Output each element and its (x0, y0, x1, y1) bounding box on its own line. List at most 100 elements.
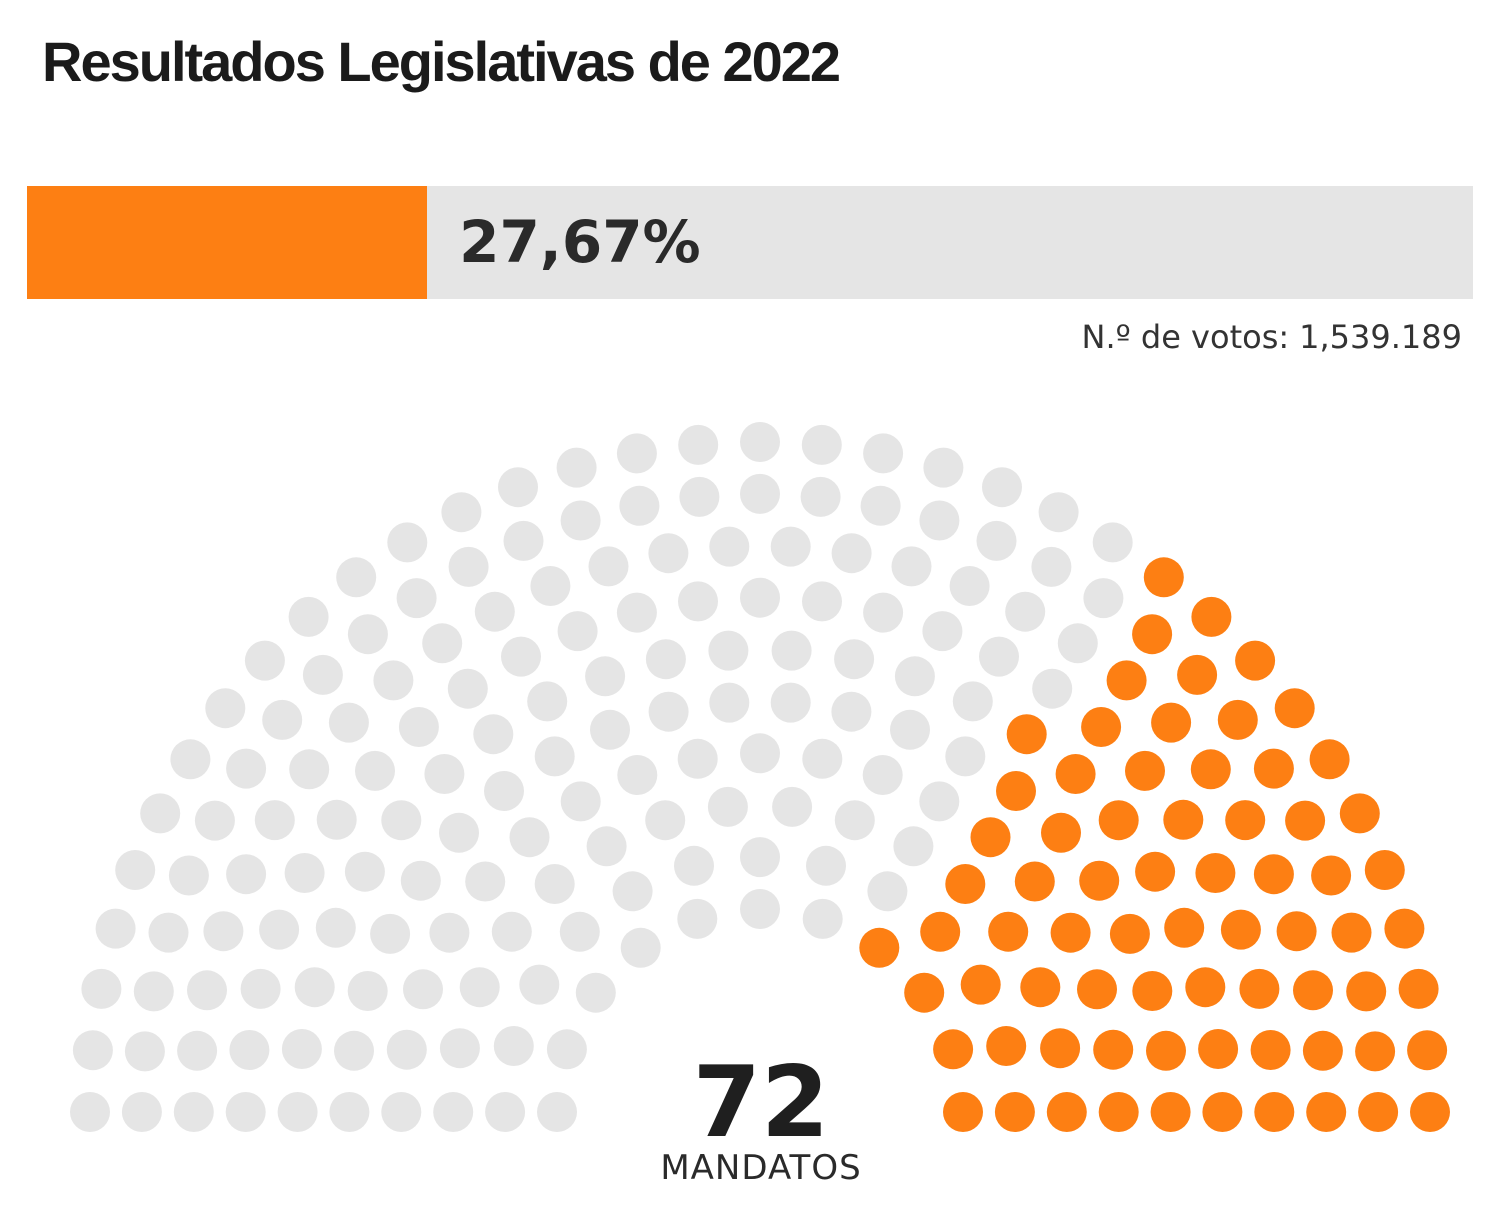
seat-empty (509, 817, 550, 858)
seat-won (994, 1092, 1035, 1132)
seat-empty (645, 800, 686, 841)
seat-empty (396, 578, 437, 619)
seat-empty (976, 520, 1017, 561)
vote-share-bar-fill (27, 186, 428, 299)
seat-empty (1005, 591, 1046, 632)
seat-empty (81, 968, 122, 1009)
seat-empty (863, 433, 904, 474)
seat-empty (867, 871, 908, 912)
seat-won (1163, 799, 1204, 840)
seat-empty (370, 913, 411, 954)
seat-won (1306, 1092, 1347, 1132)
seat-empty (1038, 492, 1079, 533)
seat-won (1191, 596, 1232, 637)
seat-empty (806, 845, 846, 886)
seat-won (1198, 1029, 1239, 1069)
seat-empty (772, 786, 813, 827)
seat-won (1098, 1092, 1139, 1132)
seat-won (970, 817, 1011, 858)
seat-won (1050, 912, 1091, 953)
votes-label: N.º de votos: (1081, 318, 1290, 356)
seat-won (1239, 968, 1280, 1009)
seat-empty (740, 837, 780, 878)
seat-empty (424, 754, 465, 794)
seat-empty (831, 691, 872, 732)
seat-won (1346, 971, 1387, 1012)
seat-empty (501, 636, 541, 677)
seat-empty (254, 800, 295, 841)
seats-label: MANDATOS (660, 1148, 862, 1188)
seat-empty (922, 611, 963, 652)
seat-empty (949, 566, 990, 606)
seat-empty (588, 546, 629, 587)
seat-won (945, 864, 986, 904)
seat-won (943, 1092, 983, 1132)
seat-won (1185, 967, 1226, 1008)
seat-empty (590, 709, 630, 750)
seat-empty (709, 682, 750, 723)
seat-empty (447, 668, 488, 709)
seat-empty (498, 467, 538, 508)
seat-won (1285, 800, 1326, 841)
seat-won (1254, 1092, 1295, 1132)
seat-empty (170, 739, 211, 780)
seat-empty (187, 970, 227, 1011)
seat-empty (334, 1030, 374, 1071)
votes-value: 1,539.189 (1299, 318, 1462, 356)
seat-empty (740, 889, 780, 929)
seat-won (1135, 851, 1176, 892)
seat-empty (1092, 522, 1133, 563)
seat-empty (893, 826, 934, 867)
seat-empty (344, 851, 385, 892)
seat-empty (316, 799, 357, 840)
seat-empty (740, 733, 780, 774)
seat-empty (1031, 546, 1072, 587)
seat-empty (890, 709, 930, 750)
seat-empty (459, 967, 500, 1008)
seat-empty (503, 520, 544, 561)
seat-empty (347, 971, 388, 1011)
seat-empty (124, 1031, 165, 1072)
seat-won (1109, 913, 1150, 954)
seat-empty (612, 871, 653, 912)
seat-won (1253, 854, 1294, 895)
seat-empty (894, 656, 935, 697)
seat-empty (288, 596, 329, 637)
seat-empty (862, 755, 903, 795)
seat-empty (619, 485, 660, 526)
seat-empty (617, 755, 658, 795)
seat-empty (919, 500, 960, 541)
seat-empty (519, 964, 560, 1005)
seat-won (1202, 1092, 1243, 1132)
seat-won (1364, 850, 1405, 890)
seat-empty (952, 681, 993, 722)
seat-won (1177, 654, 1218, 695)
seat-empty (645, 639, 686, 680)
seat-won (1225, 800, 1266, 841)
seat-empty (474, 591, 515, 632)
seat-won (1276, 911, 1317, 952)
seat-empty (328, 702, 369, 743)
seat-empty (277, 1092, 318, 1132)
seat-empty (648, 691, 689, 732)
seat-won (1331, 912, 1372, 953)
seat-empty (439, 1028, 480, 1069)
seat-empty (433, 1092, 474, 1132)
seat-empty (403, 969, 443, 1010)
seat-empty (329, 1092, 370, 1132)
votes-count: N.º de votos: 1,539.189 (1082, 318, 1462, 356)
seat-won (1311, 855, 1352, 896)
seat-empty (616, 592, 657, 633)
seat-won (1384, 908, 1425, 949)
seat-won (1309, 739, 1350, 780)
seat-empty (678, 424, 719, 465)
seat-won (986, 1026, 1027, 1066)
seat-empty (70, 1092, 110, 1132)
seat-empty (381, 800, 422, 841)
seat-won (1164, 907, 1205, 948)
seat-won (988, 911, 1029, 952)
seat-empty (284, 853, 325, 893)
seat-empty (347, 614, 388, 655)
seat-won (1046, 1092, 1087, 1132)
